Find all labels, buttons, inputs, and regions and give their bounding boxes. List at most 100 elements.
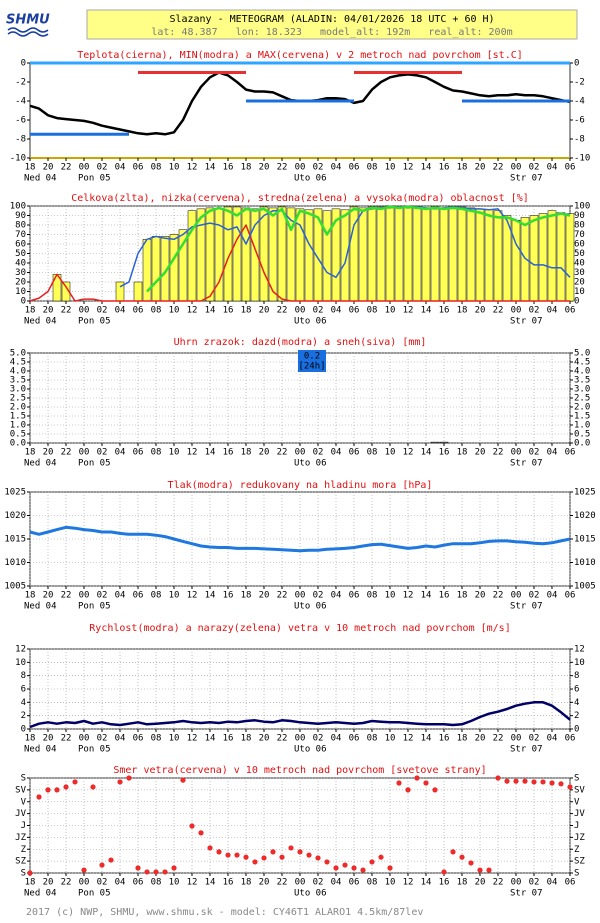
series-line xyxy=(146,205,571,293)
y-tick-label: J xyxy=(574,821,579,831)
point xyxy=(333,865,339,871)
day-label: Ned 04 xyxy=(24,889,57,899)
point xyxy=(315,855,321,861)
x-tick-label: 16 xyxy=(439,878,450,888)
x-tick-label: 18 xyxy=(241,163,252,173)
header-info: lat: 48.387 lon: 18.323 model_alt: 192m … xyxy=(151,27,512,38)
point xyxy=(513,778,519,784)
y-tick-label: 0 xyxy=(574,59,579,69)
x-tick-label: 04 xyxy=(331,163,342,173)
bar xyxy=(538,213,548,302)
x-tick-label: 22 xyxy=(493,448,504,458)
x-tick-label: 10 xyxy=(169,734,180,744)
x-tick-label: 04 xyxy=(115,734,126,744)
x-tick-label: 16 xyxy=(439,591,450,601)
y-tick-label: 10 xyxy=(574,658,585,668)
x-tick-label: 08 xyxy=(151,591,162,601)
point xyxy=(252,859,258,865)
day-label: Str 07 xyxy=(510,174,543,184)
y-tick-label: 90 xyxy=(574,211,585,221)
y-tick-label: 2 xyxy=(574,711,579,721)
x-tick-label: 18 xyxy=(241,878,252,888)
point xyxy=(198,830,204,836)
x-tick-label: 00 xyxy=(79,163,90,173)
point xyxy=(171,865,177,871)
logo-text: SHMU xyxy=(6,13,50,28)
x-tick-label: 06 xyxy=(133,448,144,458)
day-label: Str 07 xyxy=(510,602,543,612)
point xyxy=(495,775,501,781)
y-tick-label: 4.5 xyxy=(574,358,590,368)
y-tick-label: -6 xyxy=(574,116,585,126)
point xyxy=(423,780,429,786)
y-tick-label: 2.5 xyxy=(10,394,26,404)
y-tick-label: S xyxy=(574,869,579,879)
x-tick-label: 00 xyxy=(79,306,90,316)
x-tick-label: 06 xyxy=(349,306,360,316)
y-tick-label: 1010 xyxy=(4,558,26,568)
x-tick-label: 20 xyxy=(43,306,54,316)
x-tick-label: 10 xyxy=(169,163,180,173)
x-tick-label: 00 xyxy=(79,878,90,888)
x-tick-label: 04 xyxy=(547,163,558,173)
y-tick-label: 10 xyxy=(15,658,26,668)
x-tick-label: 10 xyxy=(169,878,180,888)
x-tick-label: 04 xyxy=(115,163,126,173)
x-tick-label: 22 xyxy=(277,306,288,316)
y-tick-label: 0.5 xyxy=(10,430,26,440)
bar xyxy=(151,236,161,302)
x-tick-label: 06 xyxy=(349,878,360,888)
x-tick-label: 02 xyxy=(313,163,324,173)
y-tick-label: JZ xyxy=(15,833,26,843)
bar xyxy=(421,207,431,302)
y-tick-label: 1010 xyxy=(574,558,596,568)
bar xyxy=(439,441,449,444)
x-tick-label: 12 xyxy=(187,878,198,888)
day-label: Uto 06 xyxy=(294,459,327,469)
logo: SHMU xyxy=(6,13,50,37)
x-tick-label: 04 xyxy=(331,591,342,601)
bar xyxy=(511,220,521,302)
y-tick-label: V xyxy=(21,797,27,807)
x-tick-label: 12 xyxy=(403,306,414,316)
x-tick-label: 06 xyxy=(349,448,360,458)
x-tick-label: 00 xyxy=(511,734,522,744)
series-line xyxy=(29,224,570,302)
bar xyxy=(250,208,260,302)
point xyxy=(540,779,546,785)
series-line xyxy=(29,701,571,729)
bar xyxy=(529,215,539,302)
y-tick-label: SV xyxy=(15,785,26,795)
x-tick-label: 22 xyxy=(61,734,72,744)
y-tick-label: Z xyxy=(21,845,27,855)
x-tick-label: 12 xyxy=(187,448,198,458)
y-tick-label: 12 xyxy=(15,645,26,655)
point xyxy=(459,854,465,860)
point xyxy=(99,862,105,868)
point xyxy=(45,787,51,793)
y-tick-label: 80 xyxy=(574,221,585,231)
x-tick-label: 14 xyxy=(205,163,216,173)
y-tick-label: JZ xyxy=(574,833,585,843)
chart-title: Celkova(zlta), nizka(cervena), stredna(z… xyxy=(71,193,529,204)
y-tick-label: 50 xyxy=(15,249,26,259)
day-label: Ned 04 xyxy=(24,602,57,612)
y-tick-label: -10 xyxy=(10,154,26,164)
y-tick-label: 1025 xyxy=(574,488,596,498)
x-tick-label: 18 xyxy=(457,734,468,744)
x-tick-label: 00 xyxy=(295,306,306,316)
day-label: Uto 06 xyxy=(294,174,327,184)
bar xyxy=(277,206,287,302)
day-label: Str 07 xyxy=(510,889,543,899)
x-tick-label: 20 xyxy=(259,878,270,888)
bar xyxy=(367,206,377,302)
header-title: Slazany - METEOGRAM (ALADIN: 04/01/2026 … xyxy=(169,14,494,25)
point xyxy=(567,784,573,790)
point xyxy=(279,854,285,860)
point xyxy=(549,780,555,786)
y-tick-label: -4 xyxy=(15,97,26,107)
bar xyxy=(223,206,233,302)
y-tick-label: 10 xyxy=(15,287,26,297)
point xyxy=(360,867,366,873)
y-tick-label: 0 xyxy=(21,59,26,69)
